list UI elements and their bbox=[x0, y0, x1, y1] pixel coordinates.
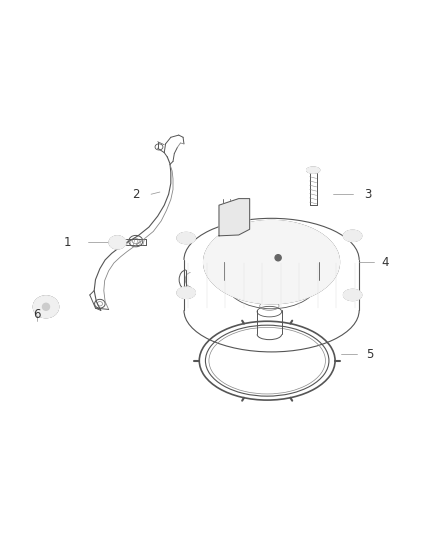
Ellipse shape bbox=[204, 221, 339, 304]
Text: 6: 6 bbox=[33, 308, 41, 321]
Text: 2: 2 bbox=[132, 188, 140, 201]
Ellipse shape bbox=[307, 167, 320, 173]
Polygon shape bbox=[219, 199, 250, 236]
Text: 1: 1 bbox=[64, 236, 72, 249]
Ellipse shape bbox=[177, 287, 195, 298]
Ellipse shape bbox=[343, 230, 362, 241]
Ellipse shape bbox=[343, 289, 362, 301]
Ellipse shape bbox=[33, 296, 59, 318]
Text: 4: 4 bbox=[381, 256, 389, 269]
Text: 3: 3 bbox=[364, 188, 371, 201]
Circle shape bbox=[275, 255, 281, 261]
Text: 5: 5 bbox=[367, 348, 374, 361]
Ellipse shape bbox=[177, 232, 195, 244]
Circle shape bbox=[42, 303, 49, 310]
Ellipse shape bbox=[109, 236, 126, 249]
